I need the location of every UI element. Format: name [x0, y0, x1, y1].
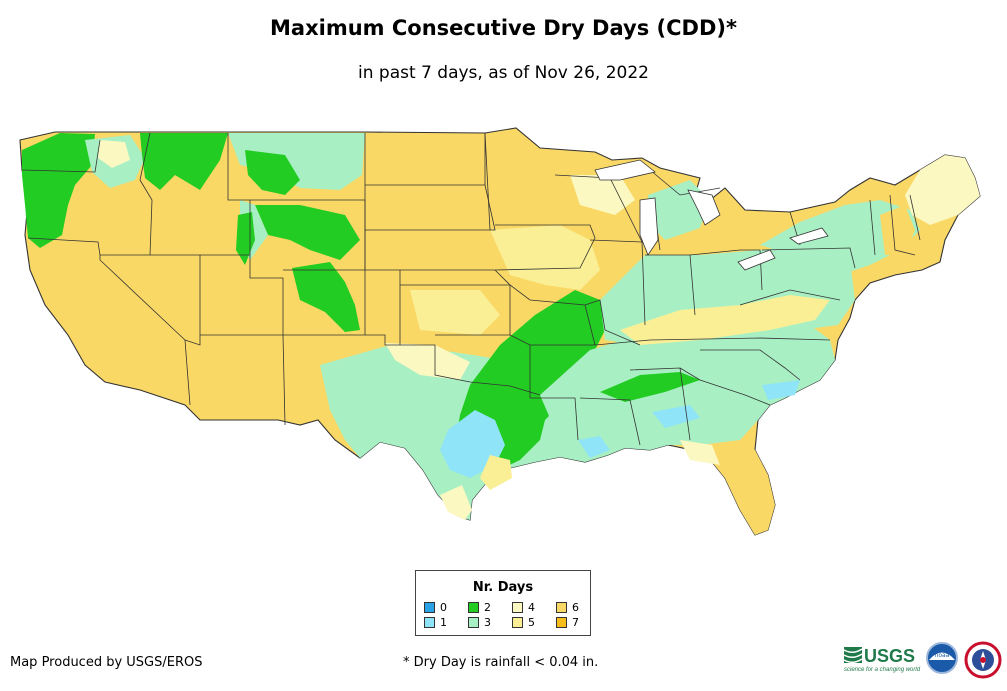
region-cdd-6-florida — [705, 440, 775, 535]
legend: Nr. Days 0 1 2 3 4 5 6 7 — [415, 570, 591, 636]
region-cdd-1-sc — [762, 380, 800, 400]
usgs-logo-text: USGS — [864, 646, 915, 666]
legend-item-2: 2 — [468, 602, 491, 614]
region-cdd-5-kansas — [410, 290, 500, 335]
region-cdd-2-colorado — [292, 262, 360, 332]
legend-item-5: 5 — [512, 617, 535, 629]
footnote-text: * Dry Day is rainfall < 0.04 in. — [403, 655, 599, 670]
noaa-logo-text: noaa — [935, 652, 950, 659]
legend-label: 7 — [572, 616, 579, 629]
region-cdd-4-maine — [905, 155, 980, 225]
legend-item-6: 6 — [556, 602, 579, 614]
region-cdd-3-northeast — [760, 200, 920, 275]
legend-item-3: 3 — [468, 617, 491, 629]
region-cdd-4-florida — [680, 440, 720, 465]
credit-text: Map Produced by USGS/EROS — [10, 655, 203, 670]
legend-swatch — [468, 617, 479, 628]
legend-swatch — [512, 617, 523, 628]
region-cdd-5-minnesota — [490, 225, 600, 290]
legend-swatch — [424, 602, 435, 613]
region-cdd-5-texas-gulf — [480, 455, 512, 490]
usgs-logo: USGS science for a changing world — [843, 646, 921, 673]
region-cdd-1-louisiana — [578, 436, 610, 458]
region-cdd-2-alabama-band — [600, 372, 700, 402]
region-cdd-2-yellowstone — [245, 150, 300, 195]
region-cdd-4-south-texas — [440, 485, 472, 520]
legend-label: 1 — [440, 616, 447, 629]
legend-item-0: 0 — [424, 602, 447, 614]
region-cdd-2-northwest — [22, 133, 95, 248]
region-cdd-2-wyoming — [255, 205, 360, 260]
legend-item-7: 7 — [556, 617, 579, 629]
legend-swatch — [512, 602, 523, 613]
legend-label: 2 — [484, 601, 491, 614]
region-cdd-6-new-england — [880, 205, 915, 255]
state-borders — [21, 132, 921, 446]
usgs-tagline: science for a changing world — [844, 667, 921, 673]
region-cdd-1-georgia — [652, 405, 700, 428]
legend-label: 6 — [572, 601, 579, 614]
legend-swatch — [556, 602, 567, 613]
region-cdd-2-idaho-mt — [140, 133, 228, 190]
map-title: Maximum Consecutive Dry Days (CDD)* — [270, 16, 737, 40]
region-cdd-4-wa — [98, 140, 130, 168]
legend-label: 5 — [528, 616, 535, 629]
legend-item-1: 1 — [424, 617, 447, 629]
great-lakes — [594, 159, 829, 271]
noaa-logo: noaa — [926, 642, 958, 674]
nws-logo — [964, 641, 1002, 679]
legend-label: 4 — [528, 601, 535, 614]
legend-swatch — [424, 617, 435, 628]
legend-label: 3 — [484, 616, 491, 629]
map-subtitle: in past 7 days, as of Nov 26, 2022 — [358, 63, 649, 83]
legend-label: 0 — [440, 601, 447, 614]
region-cdd-3-montana — [228, 133, 365, 190]
region-cdd-4-nm-tx — [385, 343, 470, 380]
legend-swatch — [556, 617, 567, 628]
legend-swatch — [468, 602, 479, 613]
region-cdd-4-wisconsin — [570, 175, 635, 215]
legend-item-4: 4 — [512, 602, 535, 614]
region-cdd-3-southeast — [540, 325, 835, 462]
region-cdd-5-ohio-valley — [620, 295, 830, 345]
legend-title: Nr. Days — [472, 580, 534, 595]
